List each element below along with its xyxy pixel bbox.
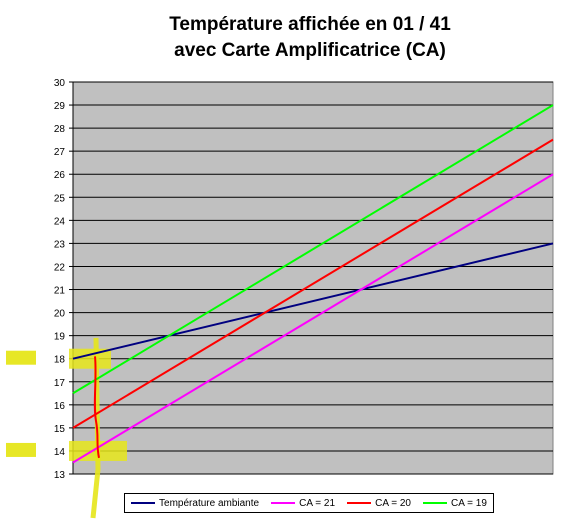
y-tick-label: 17	[54, 378, 66, 389]
y-tick-label: 16	[54, 401, 66, 412]
y-tick-label: 23	[54, 239, 66, 250]
highlight-box	[69, 348, 111, 369]
legend-label: CA = 19	[451, 497, 487, 509]
series-line	[72, 104, 554, 395]
highlight-vertical-stroke	[90, 337, 101, 519]
chart-title: Température affichée en 01 / 41 avec Car…	[70, 12, 550, 64]
legend-label: Température ambiante	[159, 497, 260, 509]
plot-area	[72, 81, 554, 475]
legend-item: Température ambiante	[131, 498, 259, 509]
highlight-left-bar	[6, 350, 36, 365]
y-tick-label: 27	[54, 147, 66, 158]
legend-swatch	[423, 502, 448, 504]
y-tick-label: 25	[54, 193, 66, 204]
series-line	[72, 173, 554, 464]
y-tick-label: 21	[54, 286, 66, 297]
legend-swatch	[131, 502, 156, 504]
chart-legend: Température ambiante CA = 21 CA = 20 CA = 1…	[124, 493, 494, 513]
y-tick-label: 14	[54, 447, 66, 458]
y-tick-label: 29	[54, 101, 66, 112]
chart-title-line1: Température affichée en 01 / 41	[169, 14, 451, 35]
y-tick-label: 18	[54, 355, 66, 366]
y-tick-label: 13	[54, 470, 66, 481]
y-tick-label: 26	[54, 170, 66, 181]
series-line	[72, 242, 554, 360]
legend-item: CA = 20	[347, 498, 411, 509]
y-tick-label: 19	[54, 332, 66, 343]
legend-item: CA = 19	[423, 498, 487, 509]
legend-label: CA = 21	[299, 497, 336, 509]
legend-label: CA = 20	[375, 497, 411, 509]
highlight-left-bar	[6, 442, 36, 457]
y-tick-label: 30	[54, 78, 66, 89]
legend-item: CA = 21	[271, 498, 335, 509]
hand-marker	[93, 356, 100, 459]
legend-swatch	[347, 502, 372, 504]
y-tick-label: 28	[54, 124, 66, 135]
y-tick-label: 24	[54, 216, 66, 227]
y-tick-label: 15	[54, 424, 66, 435]
series-line	[72, 138, 554, 429]
chart-title-line2: avec Carte Amplificatrice (CA)	[174, 40, 446, 61]
y-tick-label: 20	[54, 309, 66, 320]
legend-swatch	[271, 502, 296, 504]
y-tick-label: 22	[54, 262, 66, 273]
